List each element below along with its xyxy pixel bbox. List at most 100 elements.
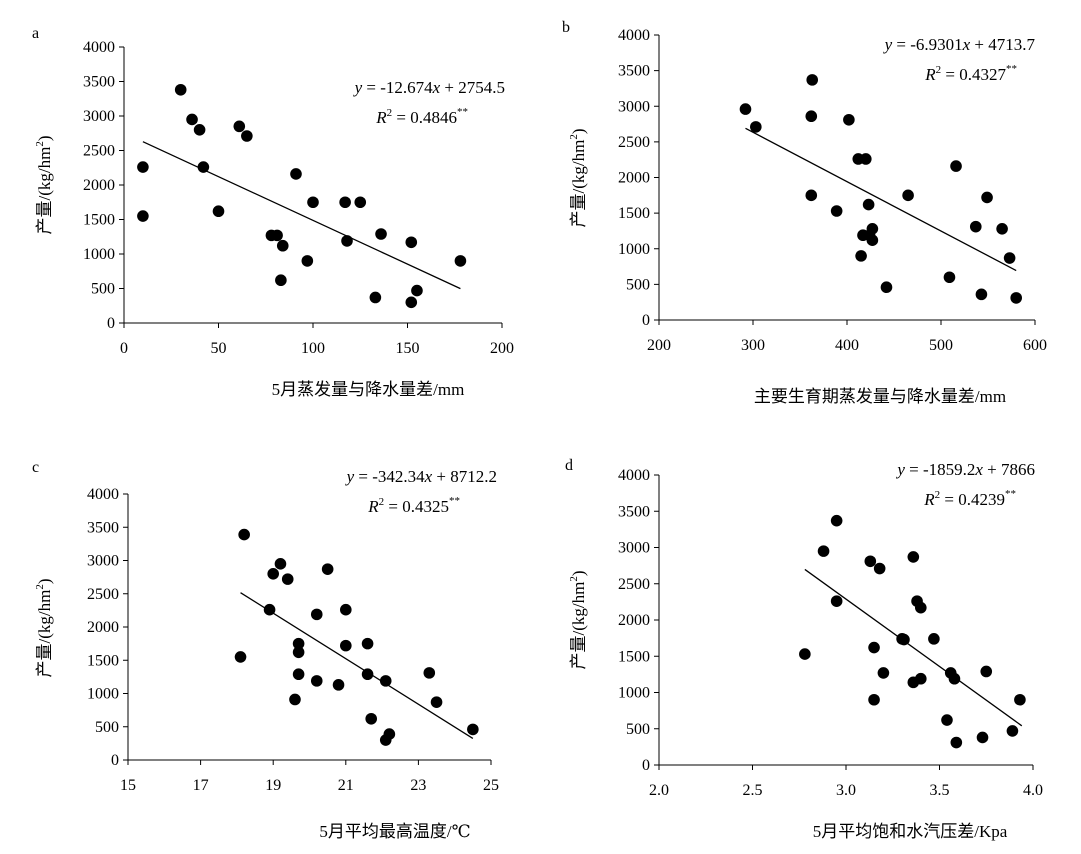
data-point bbox=[238, 528, 250, 541]
data-point bbox=[943, 271, 956, 284]
r-squared-a: R2 = 0.4846** bbox=[375, 106, 468, 127]
x-tick-label: 200 bbox=[490, 340, 514, 357]
data-point bbox=[354, 196, 367, 209]
data-point bbox=[750, 121, 762, 133]
data-point bbox=[174, 83, 187, 96]
y-tick-label: 1000 bbox=[618, 241, 650, 258]
x-tick-label: 200 bbox=[647, 337, 671, 354]
data-point bbox=[405, 296, 418, 309]
x-tick-label: 150 bbox=[396, 340, 420, 357]
x-tick-label: 17 bbox=[193, 777, 209, 794]
data-point bbox=[307, 196, 319, 209]
data-point bbox=[271, 229, 283, 242]
y-tick-label: 1500 bbox=[618, 648, 650, 665]
x-tick-label: 0 bbox=[120, 340, 128, 357]
data-point bbox=[928, 633, 940, 645]
x-axis-label-d: 5月平均饱和水汽压差/Kpa bbox=[813, 822, 1008, 841]
y-tick-label: 3000 bbox=[618, 98, 650, 115]
y-tick-label: 500 bbox=[626, 276, 650, 293]
data-point bbox=[310, 675, 323, 687]
data-point bbox=[864, 555, 877, 568]
data-point bbox=[866, 223, 879, 235]
y-tick-label: 0 bbox=[642, 757, 650, 774]
data-point bbox=[137, 210, 149, 222]
data-point bbox=[197, 161, 210, 173]
y-tick-label: 1000 bbox=[87, 686, 119, 703]
data-point bbox=[454, 255, 467, 267]
data-point bbox=[948, 672, 961, 685]
data-point bbox=[375, 228, 387, 240]
r-squared-c: R2 = 0.4325** bbox=[367, 495, 460, 516]
data-point bbox=[860, 153, 872, 165]
data-point bbox=[830, 514, 843, 527]
data-point bbox=[310, 608, 323, 621]
data-point bbox=[340, 603, 352, 616]
data-point bbox=[292, 668, 305, 681]
data-point bbox=[411, 284, 423, 297]
data-point bbox=[980, 665, 993, 678]
x-tick-label: 21 bbox=[338, 777, 354, 794]
data-point bbox=[1006, 725, 1019, 737]
trendline-b bbox=[745, 127, 1017, 272]
data-point bbox=[339, 196, 351, 209]
data-point bbox=[868, 693, 880, 706]
y-tick-label: 4000 bbox=[618, 27, 650, 44]
x-tick-label: 19 bbox=[265, 777, 281, 794]
y-tick-label: 2000 bbox=[83, 177, 115, 194]
y-tick-label: 0 bbox=[642, 312, 650, 329]
data-point bbox=[1014, 693, 1026, 706]
panel-label-d: d bbox=[565, 457, 573, 474]
y-tick-label: 2000 bbox=[618, 612, 650, 629]
data-point bbox=[361, 637, 374, 650]
data-point bbox=[379, 675, 392, 687]
y-tick-label: 1000 bbox=[83, 246, 115, 263]
scatter-panel-d: d 5月平均饱和水汽压差/Kpa 产量/(kg/hm2) y = -1859.2… bbox=[565, 457, 1043, 841]
data-point bbox=[241, 130, 253, 142]
y-tick-label: 2500 bbox=[618, 134, 650, 151]
data-point bbox=[862, 198, 875, 211]
trendline-c bbox=[240, 592, 474, 739]
y-tick-label: 1500 bbox=[87, 652, 119, 669]
data-point bbox=[341, 235, 353, 247]
y-tick-label: 3500 bbox=[618, 63, 650, 80]
data-point bbox=[877, 667, 890, 679]
data-point bbox=[274, 558, 287, 570]
data-point bbox=[915, 672, 927, 685]
data-point bbox=[332, 679, 345, 691]
y-tick-label: 500 bbox=[95, 719, 119, 736]
data-point bbox=[292, 637, 305, 650]
y-tick-label: 4000 bbox=[83, 39, 115, 56]
regression-equation-c: y = -342.34x + 8712.2 bbox=[345, 467, 497, 486]
y-tick-label: 0 bbox=[107, 315, 115, 332]
scatter-panel-c: c 5月平均最高温度/℃ 产量/(kg/hm2) y = -342.34x + … bbox=[32, 459, 499, 841]
panel-label-a: a bbox=[32, 25, 39, 42]
data-point bbox=[430, 696, 443, 708]
x-tick-label: 2.0 bbox=[649, 782, 669, 799]
r-squared-d: R2 = 0.4239** bbox=[923, 488, 1016, 509]
x-tick-label: 100 bbox=[301, 340, 325, 357]
data-point bbox=[915, 601, 927, 614]
y-tick-label: 4000 bbox=[618, 467, 650, 484]
data-point bbox=[137, 161, 149, 173]
data-point bbox=[276, 239, 289, 252]
x-tick-label: 4.0 bbox=[1023, 782, 1043, 799]
panel-label-c: c bbox=[32, 459, 39, 476]
x-axis-label-b: 主要生育期蒸发量与降水量差/mm bbox=[754, 387, 1006, 406]
r-squared-b: R2 = 0.4327** bbox=[924, 63, 1017, 84]
trendline-d bbox=[804, 568, 1023, 727]
y-tick-label: 3000 bbox=[618, 540, 650, 557]
y-tick-label: 500 bbox=[626, 721, 650, 738]
data-point bbox=[830, 595, 843, 607]
data-point bbox=[212, 205, 225, 218]
data-point bbox=[233, 120, 246, 133]
y-tick-label: 1500 bbox=[83, 212, 115, 229]
data-point bbox=[263, 603, 276, 616]
data-point bbox=[193, 124, 206, 136]
data-point bbox=[950, 160, 962, 172]
x-axis-label-c: 5月平均最高温度/℃ bbox=[319, 822, 470, 841]
regression-equation-d: y = -1859.2x + 7866 bbox=[895, 460, 1035, 479]
scatter-panel-b: b 主要生育期蒸发量与降水量差/mm 产量/(kg/hm2) y = -6.93… bbox=[562, 19, 1047, 406]
x-axis-label-a: 5月蒸发量与降水量差/mm bbox=[272, 380, 465, 399]
y-tick-label: 3500 bbox=[618, 503, 650, 520]
